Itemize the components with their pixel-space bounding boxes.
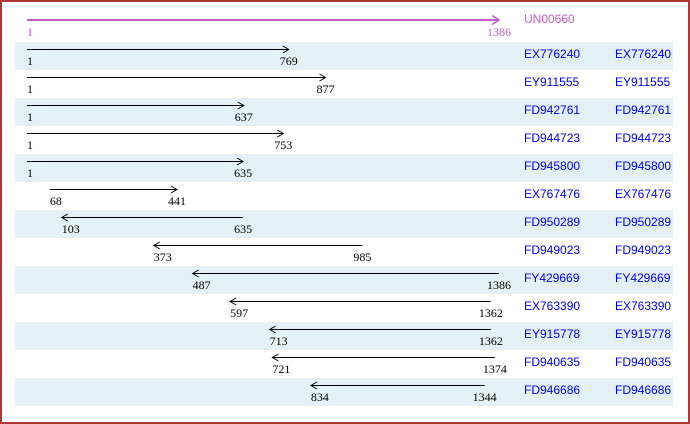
read-accession-link[interactable]: FD950289 (524, 215, 581, 229)
read-accession-link-copy[interactable]: EX776240 (615, 47, 672, 61)
read-rows: 1 769 EX776240 EX776240 1 877 EY911555 E… (15, 42, 673, 406)
read-arrow-forward (27, 45, 290, 54)
read-arrow-forward (27, 129, 285, 138)
read-start-coord: 597 (230, 306, 249, 320)
unigene-end-coord: 1386 (487, 25, 511, 39)
unigene-arrow (27, 14, 501, 26)
read-end-coord: 985 (353, 250, 372, 264)
read-accession-link[interactable]: EY915778 (524, 327, 581, 341)
read-end-coord: 637 (234, 110, 253, 124)
read-row: 834 1344 FD946686 FD946686 (15, 378, 673, 406)
read-start-coord: 68 (49, 194, 62, 208)
read-start-coord: 373 (153, 250, 172, 264)
read-arrow-reverse (309, 381, 485, 390)
read-end-coord: 635 (234, 222, 253, 236)
read-accession-link[interactable]: FD945800 (524, 159, 581, 173)
read-end-coord: 441 (167, 194, 186, 208)
read-arrow-reverse (60, 213, 244, 222)
read-start-coord: 1 (27, 138, 33, 152)
read-accession-link-copy[interactable]: FD945800 (615, 159, 672, 173)
read-row: 713 1362 EY915778 EY915778 (15, 322, 673, 350)
read-accession-link-copy[interactable]: FD940635 (615, 355, 672, 369)
read-row: 103 635 FD950289 FD950289 (15, 210, 673, 238)
read-accession-link[interactable]: FD946686 (524, 383, 581, 397)
read-end-coord: 635 (234, 166, 253, 180)
read-accession-link[interactable]: FY429669 (524, 271, 580, 285)
read-arrow-reverse (268, 325, 491, 334)
read-accession-link-copy[interactable]: FY429669 (615, 271, 671, 285)
read-start-coord: 834 (310, 390, 329, 404)
read-end-coord: 877 (316, 82, 335, 96)
read-accession-link-copy[interactable]: EY911555 (615, 75, 671, 89)
read-accession-link-copy[interactable]: FD950289 (615, 215, 672, 229)
read-accession-link-copy[interactable]: EY915778 (615, 327, 672, 341)
read-row: 487 1386 FY429669 FY429669 (15, 266, 673, 294)
read-accession-link[interactable]: FD949023 (524, 243, 581, 257)
unigene-row: 1 1386 UN00660 (15, 2, 673, 42)
read-start-coord: 713 (269, 334, 288, 348)
read-arrow-reverse (271, 353, 495, 362)
read-row: 1 769 EX776240 EX776240 (15, 42, 673, 70)
read-accession-link-copy[interactable]: FD944723 (615, 131, 672, 145)
read-row: 597 1362 EX763390 EX763390 (15, 294, 673, 322)
read-arrow-reverse (229, 297, 491, 306)
read-arrow-forward (27, 101, 245, 110)
read-arrow-forward (27, 73, 327, 82)
read-accession-link[interactable]: FD940635 (524, 355, 581, 369)
read-end-coord: 769 (279, 54, 298, 68)
read-accession-link[interactable]: EX763390 (524, 299, 581, 313)
read-row: 1 635 FD945800 FD945800 (15, 154, 673, 182)
read-accession-link-copy[interactable]: EX767476 (615, 187, 672, 201)
read-row: 1 753 FD944723 FD944723 (15, 126, 673, 154)
read-start-coord: 721 (272, 362, 291, 376)
read-accession-link[interactable]: FD942761 (524, 103, 581, 117)
read-row: 1 637 FD942761 FD942761 (15, 98, 673, 126)
read-end-coord: 1362 (478, 306, 503, 320)
read-end-coord: 1374 (482, 362, 507, 376)
read-start-coord: 487 (192, 278, 211, 292)
read-start-coord: 1 (27, 166, 33, 180)
read-arrow-reverse (152, 241, 363, 250)
read-arrow-forward (49, 185, 178, 194)
read-accession-link-copy[interactable]: FD949023 (615, 243, 672, 257)
read-row: 721 1374 FD940635 FD940635 (15, 350, 673, 378)
read-accession-link-copy[interactable]: FD946686 (615, 383, 672, 397)
read-accession-link[interactable]: EY911555 (524, 75, 580, 89)
read-start-coord: 1 (27, 110, 33, 124)
read-row: 373 985 FD949023 FD949023 (15, 238, 673, 266)
read-accession-link[interactable]: FD944723 (524, 131, 581, 145)
read-accession-link[interactable]: EX776240 (524, 47, 581, 61)
read-accession-link-copy[interactable]: EX763390 (615, 299, 672, 313)
read-start-coord: 1 (27, 54, 33, 68)
read-arrow-forward (27, 157, 245, 166)
read-row: 68 441 EX767476 EX767476 (15, 182, 673, 210)
read-end-coord: 1362 (478, 334, 503, 348)
read-start-coord: 1 (27, 82, 33, 96)
unigene-label[interactable]: UN00660 (524, 12, 575, 26)
read-start-coord: 103 (61, 222, 80, 236)
read-row: 1 877 EY911555 EY911555 (15, 70, 673, 98)
read-end-coord: 1386 (487, 278, 511, 292)
read-end-coord: 753 (274, 138, 293, 152)
read-arrow-reverse (191, 269, 499, 278)
read-accession-link[interactable]: EX767476 (524, 187, 581, 201)
read-end-coord: 1344 (472, 390, 497, 404)
unigene-start-coord: 1 (27, 25, 33, 39)
read-accession-link-copy[interactable]: FD942761 (615, 103, 672, 117)
